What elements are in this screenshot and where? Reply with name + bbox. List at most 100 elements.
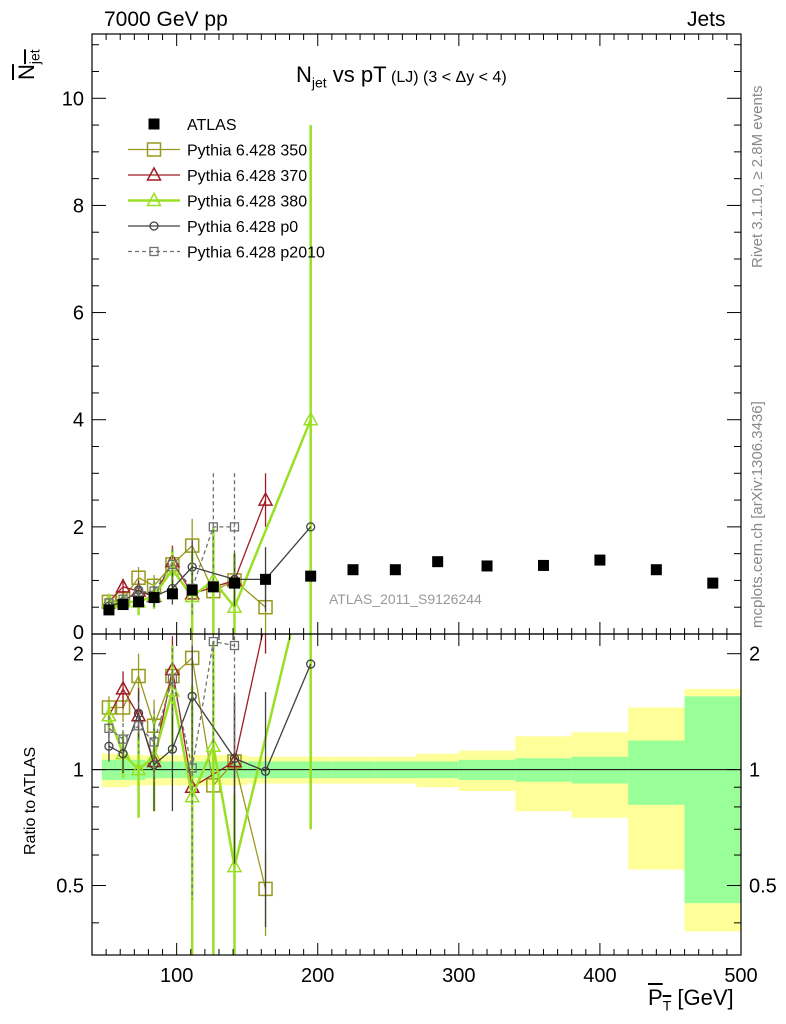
main-plot-area [101,125,719,634]
atlas-data-point [707,577,719,589]
atlas-data-point [228,577,240,589]
pythia-6-428-p2010-point [133,587,144,597]
x-axis-label-main: P [648,985,663,1010]
pythia-6-428-p2010-ratio-point [118,734,128,744]
legend-marker-pythia-6-428-350 [146,142,162,157]
pythia-6-428-370-point [257,491,274,506]
pythia-6-428-p2010-point [167,559,178,570]
plot-title-main: N [296,62,312,87]
pythia-6-428-p2010-ratio-point [167,674,178,684]
legend-marker-pythia-6-428-p2010 [149,246,159,257]
legend-marker-atlas [148,118,160,130]
ratio-band-inner [684,696,741,904]
pythia-6-428-380-ratio-point [226,857,243,873]
x-axis-label-unit: [GeV] [671,985,734,1010]
pythia-6-428-p2010-point [229,522,240,532]
y-axis-label: Njet [14,49,42,80]
atlas-data-point [117,599,129,611]
legend-marker-pythia-6-428-370 [146,166,162,181]
atlas-data-point [103,604,115,616]
y-tick-label: 10 [62,88,84,110]
atlas-data-point [347,564,359,576]
y-axis-label-main: N [14,64,39,80]
y-axis-label-sub: jet [26,49,43,65]
atlas-data-point [432,556,444,568]
atlas-data-point [594,554,606,566]
pythia-6-428-380-ratio-point [130,761,147,776]
atlas-data-point [186,584,198,596]
pythia-6-428-p2010-ratio-point [104,723,114,733]
pythia-6-428-p2010-line [108,526,235,604]
plot-title: Njet vs pT (LJ) (3 < Δy < 4) [296,62,507,90]
pythia-6-428-p0-ratio-point [229,753,240,763]
legend-label-atlas: ATLAS [187,117,237,134]
pythia-6-428-p2010-ratio-point [149,737,159,747]
ratio-tick-label-right: 2 [749,644,760,666]
ratio-tick-label-right: 0.5 [749,876,777,898]
y-tick-label: 6 [73,303,84,325]
pythia-6-428-p2010-ratio-point [133,721,144,731]
atlas-data-point [481,560,493,572]
pythia-6-428-p0-ratio-point [187,691,197,701]
legend-label-pythia-6-428-p2010: Pythia 6.428 p2010 [187,245,325,262]
atlas-data-point [260,573,272,585]
observable-category-label: Jets [687,8,726,31]
y-tick-label: 2 [73,517,84,539]
atlas-data-point [166,588,178,600]
pythia-6-428-p0-ratio-point [104,741,114,751]
pythia-6-428-p0-ratio-point [118,749,128,759]
legend-marker-pythia-6-428-p0 [149,221,159,231]
x-tick-label: 500 [724,965,757,987]
ratio-tick-label-left: 2 [73,644,84,666]
x-tick-label: 400 [583,965,616,987]
legend-label-pythia-6-428-370: Pythia 6.428 370 [187,168,307,185]
ratio-band-inner [628,740,685,805]
x-axis-label: PT [GeV] [648,985,734,1013]
legend-label-pythia-6-428-p0: Pythia 6.428 p0 [187,219,298,236]
legend-label-pythia-6-428-350: Pythia 6.428 350 [187,143,307,160]
plot-title-rest: vs pT [326,62,387,87]
x-axis-label-sub: T [662,997,672,1014]
ratio-plot-area [92,634,741,955]
atlas-data-point [207,581,219,593]
pythia-6-428-380-ratio-point [205,737,222,752]
legend-label-pythia-6-428-380: Pythia 6.428 380 [187,194,307,211]
y-tick-label: 4 [73,410,84,432]
ratio-band-inner [571,756,629,784]
y-tick-label: 8 [73,195,84,217]
pythia-6-428-p2010-ratio-line [108,640,235,769]
x-tick-label: 100 [160,965,193,987]
mcplots-source-label: mcplots.cern.ch [arXiv:1306.3436] [749,401,766,628]
atlas-data-point [133,596,145,608]
atlas-data-point [537,559,549,571]
pythia-6-428-p2010-ratio-point [208,636,218,647]
plot-title-small: (LJ) (3 < Δy < 4) [386,69,507,86]
pythia-6-428-p0-ratio-point [306,659,316,669]
ratio-tick-label-right: 1 [749,760,760,782]
analysis-watermark: ATLAS_2011_S9126244 [329,591,482,607]
pythia-6-428-380-point [226,598,243,613]
pythia-6-428-370-line [108,499,267,603]
rivet-version-label: Rivet 3.1.10, ≥ 2.8M events [749,85,766,269]
pythia-6-428-p0-ratio-point [260,766,271,776]
legend-marker-pythia-6-428-380 [146,191,162,207]
pythia-6-428-p2010-ratio-point [229,640,240,651]
y-tick-label-zero: 0 [73,622,84,644]
atlas-data-point [148,592,160,604]
pythia-6-428-370-point [115,578,131,593]
pythia-6-428-p0-point [306,522,316,532]
ratio-axis-label: Ratio to ATLAS [22,746,39,855]
atlas-data-point [305,570,317,582]
pythia-6-428-p2010-ratio-point [187,763,197,773]
pythia-6-428-350-ratio-point [131,668,146,684]
x-tick-label: 200 [301,965,334,987]
pythia-6-428-380-ratio-point [101,707,117,722]
atlas-data-point [389,564,401,576]
pythia-6-428-p2010-point [208,522,218,532]
collision-energy-label: 7000 GeV pp [104,8,228,31]
x-tick-label: 300 [442,965,475,987]
ratio-tick-label-left: 1 [73,760,84,782]
pythia-6-428-370-ratio-point [115,680,131,695]
atlas-data-point [650,564,662,576]
